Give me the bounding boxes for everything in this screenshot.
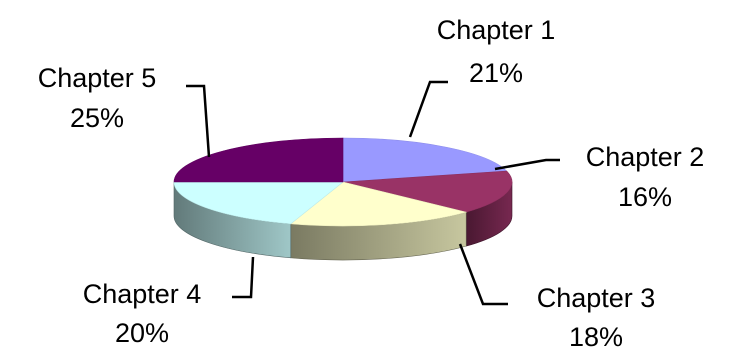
leader-chapter-2: [494, 158, 560, 171]
pie-slice-chapter-4: [173, 181, 344, 225]
leader-chapter-3: [458, 243, 508, 306]
pie-slice-chapter-5: [173, 137, 344, 183]
pie-slice-tops: [173, 137, 513, 227]
leader-chapter-1: [408, 80, 448, 138]
leader-lines: [186, 80, 560, 306]
slice-value-chapter-4: 20%: [115, 318, 169, 348]
slice-value-chapter-3: 18%: [569, 322, 623, 350]
slice-label-chapter-3: Chapter 3: [537, 283, 656, 313]
pie-slice-chapter-3: [290, 181, 468, 227]
pie-slice-chapter-1: [342, 137, 508, 183]
slice-label-chapter-2: Chapter 2: [586, 142, 705, 172]
slice-label-chapter-5: Chapter 5: [38, 63, 157, 93]
slice-value-chapter-1: 21%: [469, 58, 523, 88]
slice-label-chapter-4: Chapter 4: [83, 279, 202, 309]
leader-chapter-4: [232, 256, 255, 299]
pie-slice-chapter-2: [342, 170, 513, 213]
slice-value-chapter-2: 16%: [618, 182, 672, 212]
slice-label-chapter-1: Chapter 1: [437, 15, 556, 45]
slice-value-chapter-5: 25%: [70, 103, 124, 133]
leader-chapter-5: [186, 84, 211, 158]
